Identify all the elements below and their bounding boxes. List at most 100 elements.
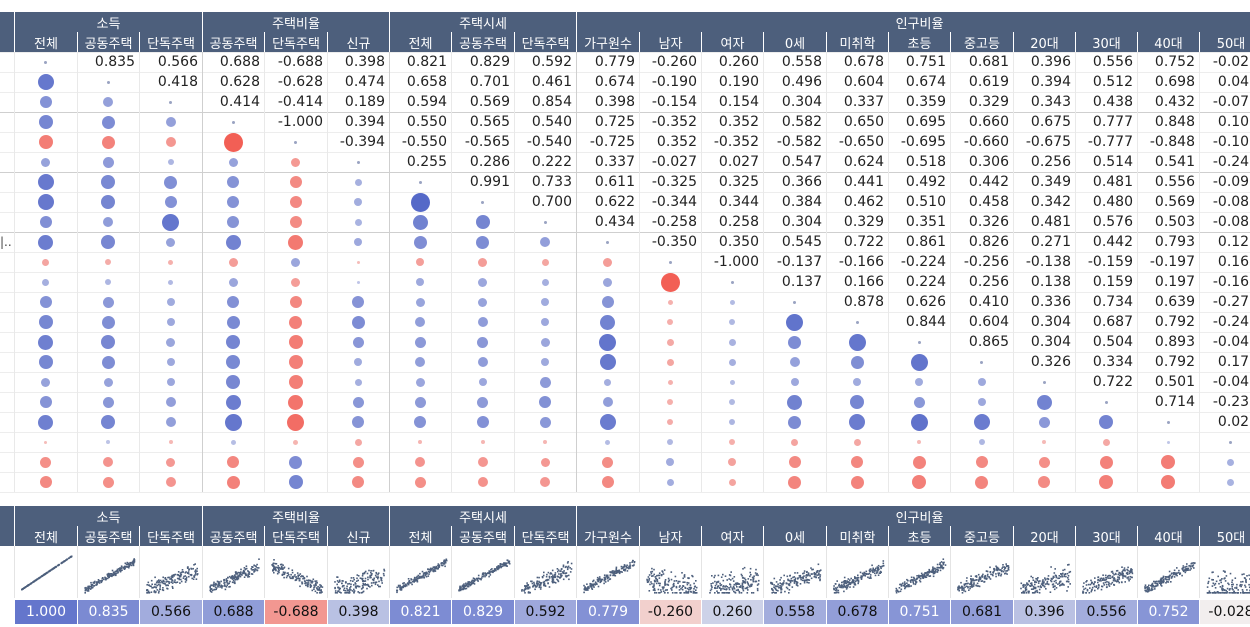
matrix-cell[interactable]: -0.675 [1013,132,1075,152]
bottom-column-header[interactable]: 공동주택 [202,526,264,546]
matrix-cell[interactable] [327,452,389,472]
summary-value[interactable]: 0.556 [1075,600,1137,624]
matrix-cell[interactable] [139,192,202,212]
matrix-cell[interactable] [14,112,77,132]
top-column-header[interactable]: 공동주택 [202,32,264,52]
scatter-thumbnail[interactable] [1075,546,1137,598]
matrix-cell[interactable]: 0.688 [202,52,264,72]
matrix-cell[interactable] [950,372,1013,392]
matrix-cell[interactable]: 0.366 [763,172,826,192]
scatter-thumbnail[interactable] [327,546,389,598]
bottom-column-header[interactable]: 중고등 [950,526,1013,546]
summary-value[interactable]: 0.592 [514,600,576,624]
matrix-cell[interactable]: -1.000 [264,112,327,132]
matrix-cell[interactable]: 0.159 [1075,272,1137,292]
matrix-cell[interactable]: 0.604 [950,312,1013,332]
matrix-cell[interactable] [826,392,888,412]
matrix-cell[interactable] [14,132,77,152]
bottom-column-header[interactable]: 가구원수 [576,526,639,546]
scatter-thumbnail[interactable] [77,546,139,598]
matrix-cell[interactable]: 0.326 [950,212,1013,232]
matrix-cell[interactable] [514,372,576,392]
matrix-cell[interactable]: 0.611 [576,172,639,192]
matrix-cell[interactable] [576,472,639,492]
scatter-thumbnail[interactable] [1013,546,1075,598]
matrix-cell[interactable] [139,412,202,432]
matrix-cell[interactable] [389,472,451,492]
matrix-cell[interactable]: 0.722 [1075,372,1137,392]
matrix-cell[interactable]: 0.622 [576,192,639,212]
matrix-cell[interactable] [514,352,576,372]
matrix-cell[interactable] [576,232,639,252]
matrix-cell[interactable]: 0.349 [1013,172,1075,192]
matrix-cell[interactable]: 0.441 [826,172,888,192]
matrix-cell[interactable] [77,132,139,152]
matrix-cell[interactable]: -0.272 [1199,292,1250,312]
matrix-cell[interactable] [1075,432,1137,452]
scatter-thumbnail[interactable] [389,546,451,598]
matrix-cell[interactable] [701,312,763,332]
matrix-cell[interactable] [514,272,576,292]
matrix-cell[interactable] [327,472,389,492]
matrix-cell[interactable]: 0.734 [1075,292,1137,312]
bottom-column-header[interactable]: 단독주택 [514,526,576,546]
matrix-cell[interactable] [14,312,77,332]
matrix-cell[interactable] [389,452,451,472]
top-column-header[interactable]: 중고등 [950,32,1013,52]
matrix-cell[interactable]: -0.028 [1199,52,1250,72]
matrix-cell[interactable]: -0.190 [639,72,701,92]
matrix-cell[interactable]: 0.695 [888,112,950,132]
matrix-cell[interactable] [576,312,639,332]
matrix-cell[interactable]: -0.350 [639,232,701,252]
matrix-cell[interactable]: 0.480 [1075,192,1137,212]
matrix-cell[interactable]: 0.442 [950,172,1013,192]
matrix-cell[interactable] [389,412,451,432]
matrix-cell[interactable]: 0.350 [701,232,763,252]
top-column-header[interactable]: 20대 [1013,32,1075,52]
matrix-cell[interactable]: 0.398 [327,52,389,72]
matrix-cell[interactable]: 0.826 [950,232,1013,252]
matrix-cell[interactable] [264,132,327,152]
matrix-cell[interactable]: 0.779 [576,52,639,72]
matrix-cell[interactable] [202,212,264,232]
matrix-cell[interactable]: 0.474 [327,72,389,92]
matrix-cell[interactable]: 0.792 [1137,312,1199,332]
matrix-cell[interactable] [202,272,264,292]
matrix-cell[interactable]: 0.714 [1137,392,1199,412]
matrix-cell[interactable]: 0.197 [1137,272,1199,292]
matrix-cell[interactable]: 0.725 [576,112,639,132]
matrix-cell[interactable]: -0.650 [826,132,888,152]
matrix-cell[interactable]: 0.304 [763,212,826,232]
matrix-cell[interactable]: 0.829 [451,52,514,72]
matrix-cell[interactable] [1199,452,1250,472]
matrix-cell[interactable] [1075,472,1137,492]
matrix-cell[interactable] [763,392,826,412]
matrix-cell[interactable] [451,352,514,372]
matrix-cell[interactable]: 0.541 [1137,152,1199,172]
matrix-cell[interactable] [514,332,576,352]
matrix-cell[interactable] [888,332,950,352]
matrix-cell[interactable]: -0.725 [576,132,639,152]
matrix-cell[interactable]: 0.991 [451,172,514,192]
matrix-cell[interactable] [451,332,514,352]
matrix-cell[interactable] [1199,472,1250,492]
matrix-cell[interactable] [826,472,888,492]
matrix-cell[interactable]: -0.070 [1199,92,1250,112]
matrix-cell[interactable]: 0.481 [1075,172,1137,192]
matrix-cell[interactable] [763,432,826,452]
matrix-cell[interactable] [327,152,389,172]
matrix-cell[interactable]: 0.512 [1075,72,1137,92]
matrix-cell[interactable]: -0.540 [514,132,576,152]
matrix-cell[interactable]: -0.352 [701,132,763,152]
matrix-cell[interactable] [327,212,389,232]
summary-value[interactable]: 0.821 [389,600,451,624]
matrix-cell[interactable]: 0.438 [1075,92,1137,112]
matrix-cell[interactable] [701,432,763,452]
matrix-cell[interactable] [139,452,202,472]
matrix-cell[interactable]: 0.304 [1013,312,1075,332]
matrix-cell[interactable]: 0.304 [763,92,826,112]
matrix-cell[interactable] [639,392,701,412]
matrix-cell[interactable] [1013,472,1075,492]
matrix-cell[interactable] [139,432,202,452]
matrix-cell[interactable] [202,172,264,192]
